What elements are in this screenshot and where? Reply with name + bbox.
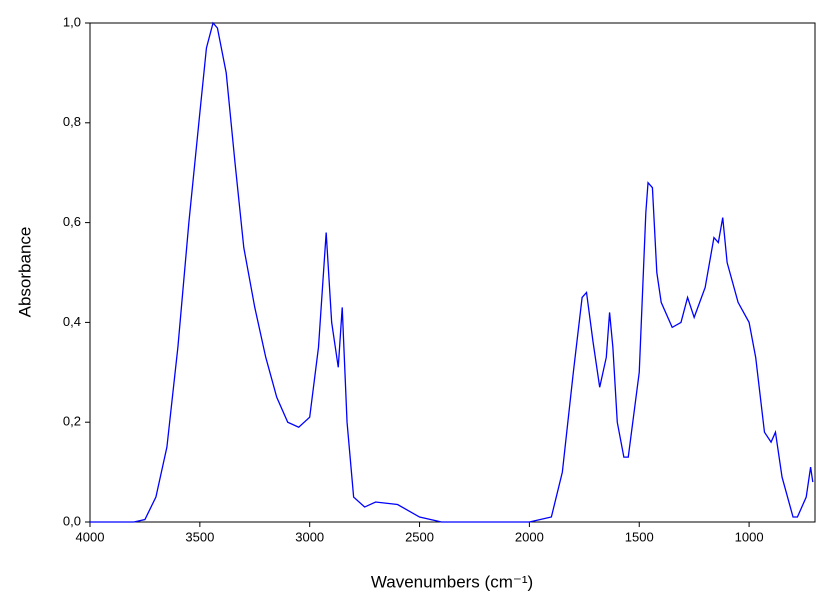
x-tick-label: 1500 [625,529,654,544]
y-axis-title: Absorbance [15,227,34,318]
x-tick-label: 4000 [76,529,105,544]
y-tick-label: 0,0 [63,513,81,528]
plot-frame [89,22,816,523]
x-tick-label: 2000 [515,529,544,544]
x-tick-label: 3000 [295,529,324,544]
spectrum-line [90,21,814,523]
x-tick-label: 1000 [735,529,764,544]
y-tick-label: 0,8 [63,114,81,129]
y-tick-label: 1,0 [63,14,81,29]
y-tick-label: 0,2 [63,414,81,429]
x-tick-label: 2500 [405,529,434,544]
y-tick-label: 0,6 [63,214,81,229]
x-tick-label: 3500 [185,529,214,544]
y-tick-label: 0,4 [63,314,81,329]
x-axis-title: Wavenumbers (cm⁻¹) [371,572,533,591]
